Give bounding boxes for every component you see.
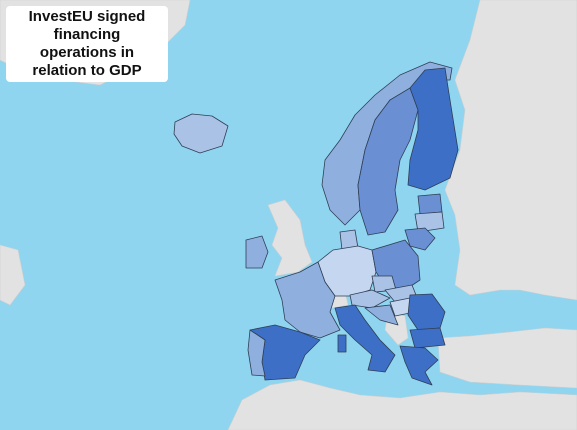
- finland: [407, 67, 459, 191]
- bulgaria: [409, 327, 446, 349]
- black-sea: [458, 302, 542, 334]
- title-box: InvestEU signed financing operations in …: [6, 6, 168, 82]
- title-line: financing: [53, 26, 121, 43]
- estonia: [417, 193, 443, 215]
- lithuania: [404, 227, 436, 251]
- sardinia: [337, 334, 347, 353]
- africa: [227, 379, 577, 430]
- france: [274, 261, 341, 339]
- turkey: [437, 327, 577, 389]
- title-line: operations in: [39, 44, 135, 61]
- land: [0, 244, 26, 306]
- austria: [349, 289, 391, 309]
- portugal: [247, 329, 266, 377]
- croatia: [364, 304, 399, 326]
- greece: [399, 345, 439, 386]
- title-line: relation to GDP: [32, 62, 142, 79]
- iceland: [173, 113, 229, 154]
- italy: [334, 304, 396, 373]
- ireland: [245, 235, 269, 269]
- uk: [267, 199, 313, 277]
- sweden: [357, 87, 419, 236]
- title-line: InvestEU signed: [28, 8, 146, 25]
- latvia: [414, 211, 445, 233]
